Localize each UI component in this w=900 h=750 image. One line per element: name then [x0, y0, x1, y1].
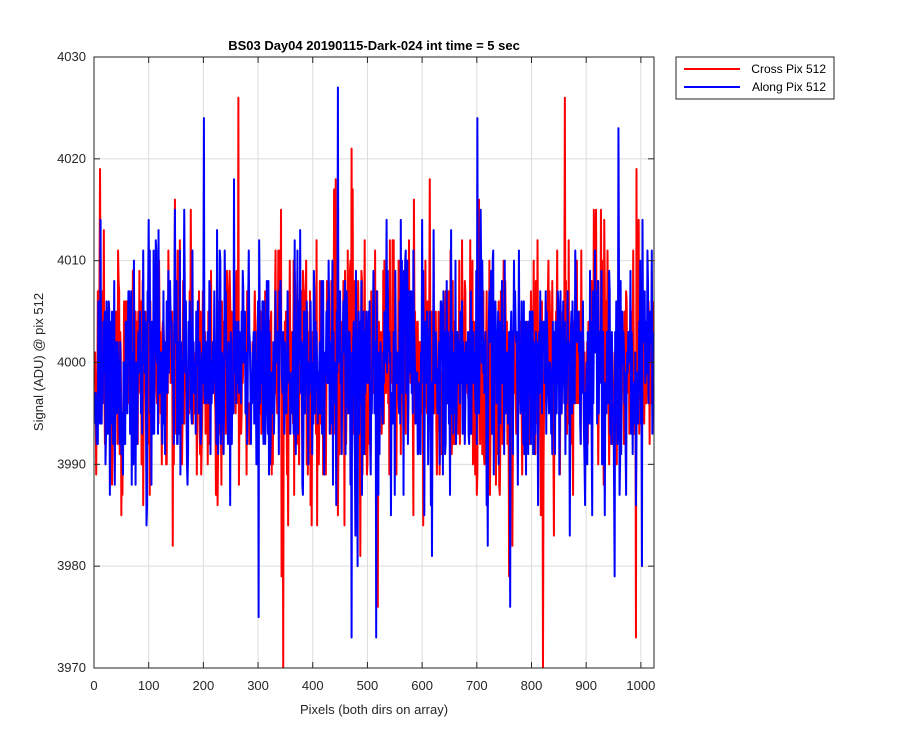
- x-tick-label: 700: [466, 678, 488, 693]
- x-tick-label: 1000: [626, 678, 655, 693]
- x-tick-label: 200: [193, 678, 215, 693]
- x-tick-label: 300: [247, 678, 269, 693]
- x-tick-label: 800: [521, 678, 543, 693]
- x-tick-label: 600: [411, 678, 433, 693]
- legend-label-along: Along Pix 512: [752, 80, 826, 94]
- y-tick-label: 3980: [57, 558, 86, 573]
- chart-title: BS03 Day04 20190115-Dark-024 int time = …: [228, 38, 520, 53]
- x-tick-label: 400: [302, 678, 324, 693]
- y-tick-label: 4030: [57, 49, 86, 64]
- y-tick-label: 4020: [57, 151, 86, 166]
- y-tick-label: 4000: [57, 355, 86, 370]
- x-tick-label: 900: [575, 678, 597, 693]
- legend-label-cross: Cross Pix 512: [751, 62, 826, 76]
- x-tick-label: 100: [138, 678, 160, 693]
- y-axis-label: Signal (ADU) @ pix 512: [31, 293, 46, 431]
- legend: Cross Pix 512 Along Pix 512: [675, 56, 835, 100]
- series-line-along-pix-512: [94, 86, 654, 639]
- ticks: 0 100 200 300 400 500 600 700 800 900 1000 3970 3980…: [57, 49, 655, 693]
- y-tick-label: 3990: [57, 456, 86, 471]
- y-tick-label: 4010: [57, 253, 86, 268]
- legend-box: [675, 56, 835, 100]
- x-tick-label: 500: [357, 678, 379, 693]
- x-axis-label: Pixels (both dirs on array): [300, 702, 448, 717]
- y-tick-label: 3970: [57, 660, 86, 675]
- x-tick-label: 0: [90, 678, 97, 693]
- series-layer: [94, 86, 654, 668]
